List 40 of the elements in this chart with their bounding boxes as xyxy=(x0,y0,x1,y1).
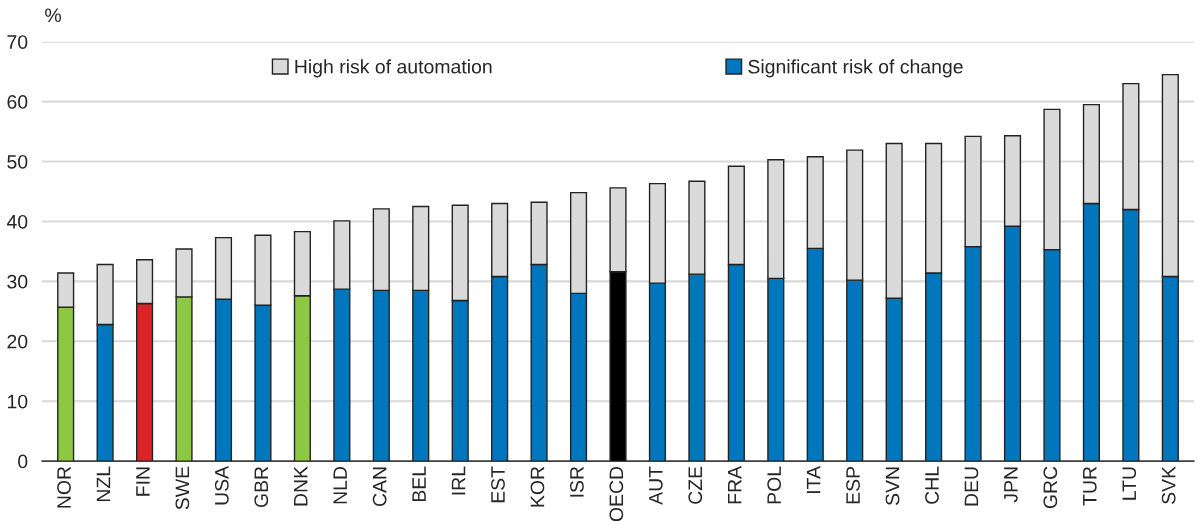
x-tick-label: SWE xyxy=(175,466,190,510)
x-tick-label: ESP xyxy=(846,466,860,504)
legend-label: Significant risk of change xyxy=(748,59,963,78)
x-tick-label: LTU xyxy=(1122,467,1137,500)
x-tick-label: DNK xyxy=(294,466,308,506)
x-tick-label: FIN xyxy=(136,467,150,496)
x-tick-label: IRL xyxy=(451,466,466,495)
x-tick-label: SVN xyxy=(885,467,900,506)
x-tick-label: BEL xyxy=(412,466,426,502)
x-tick-label: GRC xyxy=(1043,466,1058,509)
x-tick-label: NZL xyxy=(96,466,111,502)
x-tick-label: SVK xyxy=(1161,466,1176,504)
x-tick-label: AUT xyxy=(649,466,663,505)
y-tick-label: 70 xyxy=(7,35,28,49)
y-tick-label: 0 xyxy=(18,454,28,469)
y-tick-label: 40 xyxy=(6,214,28,229)
x-tick-label: DEU xyxy=(964,467,979,506)
x-tick-label: ITA xyxy=(806,465,821,493)
y-tick-label: 60 xyxy=(7,95,28,109)
x-tick-label: NOR xyxy=(57,466,71,508)
x-tick-label: FRA xyxy=(728,465,742,504)
x-tick-label: OECD xyxy=(609,466,624,521)
x-tick-label: CAN xyxy=(372,467,387,507)
y-tick-label: 30 xyxy=(7,274,28,289)
x-tick-label: CHL xyxy=(925,466,939,504)
x-tick-label: TUR xyxy=(1083,466,1097,506)
x-tick-label: POL xyxy=(767,466,782,504)
x-tick-label: JPN xyxy=(1004,467,1018,503)
x-tick-label: KOR xyxy=(530,466,545,507)
x-tick-label: EST xyxy=(491,466,505,503)
y-axis-title: % xyxy=(45,8,61,23)
y-tick-label: 10 xyxy=(7,394,28,409)
legend-label: High risk of automation xyxy=(295,59,492,78)
y-tick-label: 50 xyxy=(7,154,28,169)
x-tick-label: GBR xyxy=(254,466,269,508)
x-tick-label: ISR xyxy=(570,466,584,497)
x-tick-label: NLD xyxy=(333,466,347,504)
x-tick-label: USA xyxy=(214,465,229,505)
y-tick-label: 20 xyxy=(7,334,28,349)
x-tick-label: CZE xyxy=(688,466,703,504)
